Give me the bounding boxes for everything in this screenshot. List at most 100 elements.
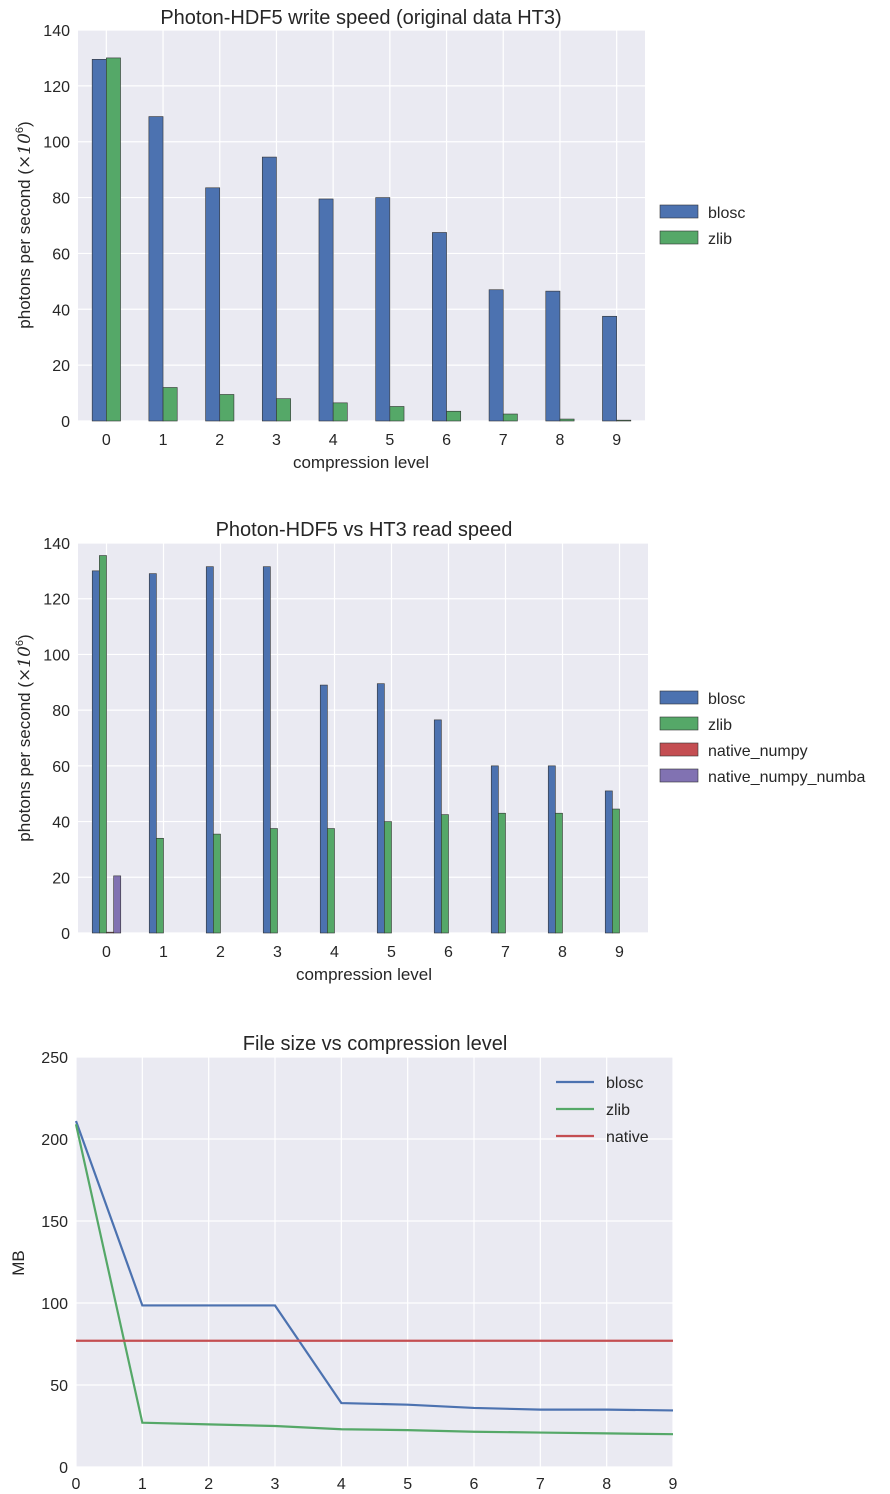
write-speed-xlabel: compression level bbox=[293, 453, 429, 472]
read-speed-bar-zlib bbox=[327, 828, 335, 934]
file-size-xtick-label: 4 bbox=[337, 1476, 346, 1493]
write-speed-bar-zlib bbox=[332, 402, 348, 422]
read-speed-xtick-label: 1 bbox=[159, 944, 168, 961]
write-speed-ytick-label: 120 bbox=[43, 79, 70, 96]
read-speed-bar-zlib bbox=[156, 837, 164, 934]
read-speed-legend-label: native_numpy bbox=[708, 743, 808, 760]
read-speed-xtick-label: 3 bbox=[273, 944, 282, 961]
read-speed-ytick-label: 0 bbox=[61, 926, 70, 943]
write-speed-bar-blosc bbox=[375, 197, 391, 422]
write-speed-bar-zlib bbox=[559, 418, 575, 422]
read-speed-legend-swatch bbox=[659, 768, 699, 783]
file-size-plot-area bbox=[76, 1057, 673, 1467]
file-size-ytick-label: 200 bbox=[41, 1132, 68, 1149]
file-size-xtick-label: 6 bbox=[470, 1476, 479, 1493]
write-speed-bar-zlib bbox=[219, 394, 235, 422]
write-speed-bar-blosc bbox=[148, 116, 164, 422]
read-speed-ytick-label: 40 bbox=[52, 815, 70, 832]
write-speed-ylabel-main: photons per second ( bbox=[15, 169, 34, 329]
read-speed-bar-blosc bbox=[205, 566, 214, 934]
write-speed-ylabel-close: ) bbox=[15, 121, 34, 127]
write-speed-xtick-label: 1 bbox=[159, 432, 168, 449]
read-speed-bars bbox=[91, 555, 620, 934]
read-speed-legend-label: zlib bbox=[708, 717, 732, 734]
write-speed-bar-blosc bbox=[545, 290, 561, 422]
read-speed-ytick-label: 20 bbox=[52, 870, 70, 887]
read-speed-ytick-label: 60 bbox=[52, 759, 70, 776]
read-speed-bar-zlib bbox=[384, 821, 392, 934]
file-size-line-zlib bbox=[74, 1124, 674, 1436]
read-speed-bar-blosc bbox=[91, 570, 100, 934]
write-speed-tick-labels: 0 20 40 60 80 100 120 140 0 1 2 3 4 5 6 7 8 9 bbox=[43, 23, 621, 449]
write-speed-chart: 0 20 40 60 80 100 120 140 0 1 2 3 4 5 6 7 8 9 Photon-HDF5… bbox=[14, 7, 745, 472]
write-speed-bar-zlib bbox=[389, 406, 405, 422]
write-speed-ytick-label: 20 bbox=[52, 358, 70, 375]
write-speed-bar-zlib bbox=[106, 57, 121, 422]
read-speed-legend-swatch bbox=[659, 716, 699, 731]
file-size-legend-label: blosc bbox=[606, 1075, 643, 1092]
write-speed-legend-label: zlib bbox=[708, 231, 732, 248]
write-speed-bar-zlib bbox=[616, 419, 632, 422]
file-size-legend-label: zlib bbox=[606, 1102, 630, 1119]
file-size-xtick-label: 9 bbox=[669, 1476, 678, 1493]
file-size-ytick-label: 0 bbox=[59, 1460, 68, 1477]
write-speed-xtick-label: 8 bbox=[555, 432, 564, 449]
read-speed-bar-blosc bbox=[376, 683, 385, 934]
file-size-xtick-label: 8 bbox=[602, 1476, 611, 1493]
write-speed-xtick-label: 7 bbox=[499, 432, 508, 449]
read-speed-legend-label: native_numpy_numba bbox=[708, 769, 866, 786]
read-speed-bar-zlib bbox=[99, 555, 107, 934]
read-speed-bar-blosc bbox=[319, 684, 328, 934]
write-speed-ytick-label: 80 bbox=[52, 191, 70, 208]
write-speed-xtick-label: 6 bbox=[442, 432, 451, 449]
write-speed-bar-zlib bbox=[502, 413, 518, 422]
read-speed-ylabel-close: ) bbox=[15, 634, 34, 640]
read-speed-bar-blosc bbox=[490, 765, 499, 934]
write-speed-legend-swatch bbox=[659, 204, 699, 219]
read-speed-bar-blosc bbox=[148, 573, 157, 934]
write-speed-bar-blosc bbox=[91, 59, 107, 422]
read-speed-ylabel-factor: ×10 bbox=[15, 646, 35, 682]
read-speed-bar-zlib bbox=[498, 812, 506, 934]
file-size-xtick-label: 0 bbox=[72, 1476, 81, 1493]
read-speed-ytick-label: 80 bbox=[52, 703, 70, 720]
file-size-ytick-label: 250 bbox=[41, 1050, 68, 1067]
file-size-xtick-label: 7 bbox=[536, 1476, 545, 1493]
read-speed-xtick-label: 7 bbox=[501, 944, 510, 961]
file-size-line-blosc bbox=[74, 1120, 674, 1412]
read-speed-ylabel-exp: 6 bbox=[14, 640, 26, 646]
read-speed-bar-native-numpy bbox=[106, 931, 114, 934]
write-speed-bar-blosc bbox=[488, 289, 504, 422]
file-size-grid bbox=[75, 1056, 674, 1468]
file-size-lines bbox=[74, 1120, 674, 1436]
file-size-xtick-label: 1 bbox=[138, 1476, 147, 1493]
write-speed-ytick-label: 0 bbox=[61, 414, 70, 431]
file-size-xtick-label: 2 bbox=[204, 1476, 213, 1493]
write-speed-ylabel-factor: ×10 bbox=[15, 133, 35, 169]
write-speed-bar-zlib bbox=[446, 410, 462, 422]
read-speed-xtick-label: 0 bbox=[102, 944, 111, 961]
read-speed-bar-blosc bbox=[604, 790, 613, 934]
read-speed-chart: 0 20 40 60 80 100 120 140 0 1 2 3 4 5 6 7 8 9 Photon-HDF5… bbox=[14, 519, 866, 984]
write-speed-bar-blosc bbox=[432, 232, 447, 422]
file-size-title: File size vs compression level bbox=[243, 1033, 508, 1055]
read-speed-bar-zlib bbox=[555, 812, 563, 934]
read-speed-bar-blosc bbox=[262, 566, 271, 934]
file-size-legend: blosc zlib native bbox=[556, 1075, 649, 1146]
write-speed-legend: blosc zlib bbox=[659, 204, 745, 248]
read-speed-xtick-label: 2 bbox=[216, 944, 225, 961]
file-size-xtick-label: 5 bbox=[403, 1476, 412, 1493]
write-speed-legend-label: blosc bbox=[708, 205, 745, 222]
write-speed-bars bbox=[91, 57, 632, 422]
write-speed-ytick-label: 100 bbox=[43, 135, 70, 152]
read-speed-legend: blosc zlib native_numpy native_numpy_numba bbox=[659, 690, 866, 786]
write-speed-bar-blosc bbox=[602, 315, 617, 422]
read-speed-bar-native-numpy-numba bbox=[113, 875, 122, 934]
file-size-ytick-label: 50 bbox=[50, 1378, 68, 1395]
read-speed-xtick-label: 4 bbox=[330, 944, 339, 961]
read-speed-xlabel: compression level bbox=[296, 965, 432, 984]
write-speed-bar-blosc bbox=[318, 198, 334, 422]
read-speed-bar-zlib bbox=[612, 808, 620, 934]
read-speed-ylabel: photons per second (×106) bbox=[14, 634, 35, 841]
